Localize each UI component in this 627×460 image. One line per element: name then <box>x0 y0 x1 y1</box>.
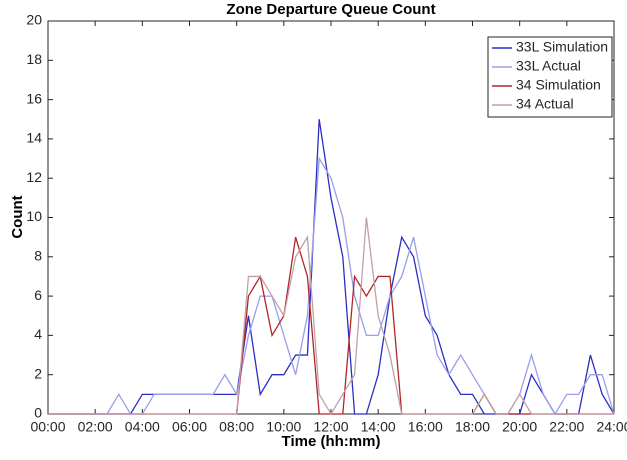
y-tick-label: 18 <box>26 51 42 67</box>
legend-box <box>487 36 613 118</box>
x-axis-label: Time (hh:mm) <box>282 433 381 450</box>
x-tick-label: 20:00 <box>502 419 537 435</box>
x-tick-label: 16:00 <box>408 419 443 435</box>
x-tick-label: 04:00 <box>125 419 160 435</box>
x-tick-label: 24:00 <box>596 419 627 435</box>
x-tick-label: 10:00 <box>266 419 301 435</box>
y-tick-label: 10 <box>26 208 42 224</box>
chart-title: Zone Departure Queue Count <box>226 1 435 18</box>
y-tick-label: 14 <box>26 130 42 146</box>
series-line <box>48 217 614 416</box>
y-tick-label: 16 <box>26 90 42 106</box>
y-tick-label: 12 <box>26 169 42 185</box>
legend-label: 34 Actual <box>516 96 574 112</box>
legend-label: 34 Simulation <box>516 77 601 93</box>
x-tick-label: 06:00 <box>172 419 207 435</box>
x-tick-label: 18:00 <box>455 419 490 435</box>
legend-label: 33L Simulation <box>516 39 608 55</box>
y-tick-label: 0 <box>34 405 42 421</box>
x-tick-label: 08:00 <box>219 419 254 435</box>
x-tick-label: 00:00 <box>30 419 65 435</box>
y-tick-label: 8 <box>34 248 42 264</box>
x-tick-label: 02:00 <box>78 419 113 435</box>
legend-label: 33L Actual <box>516 58 581 74</box>
x-tick-label: 14:00 <box>361 419 396 435</box>
x-tick-label: 22:00 <box>549 419 584 435</box>
y-tick-label: 2 <box>34 365 42 381</box>
y-tick-label: 4 <box>34 326 42 342</box>
y-axis-label: Count <box>9 195 26 238</box>
y-tick-label: 6 <box>34 287 42 303</box>
x-tick-label: 12:00 <box>313 419 348 435</box>
y-tick-label: 20 <box>26 12 42 28</box>
